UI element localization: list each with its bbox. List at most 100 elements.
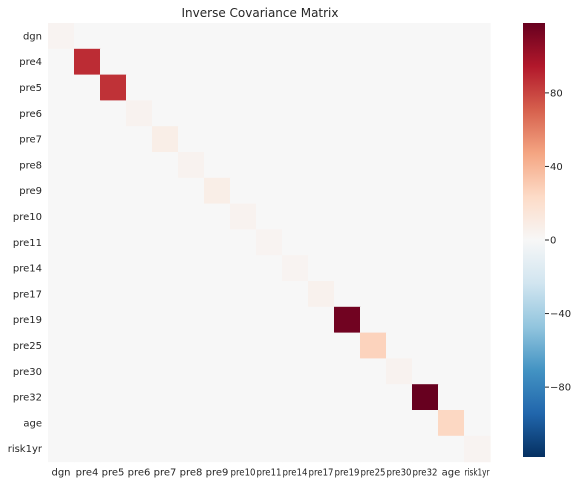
heatmap-cell-pre4-risk1yr <box>464 48 491 76</box>
heatmap-cell-pre30-pre5 <box>100 358 127 385</box>
heatmap-cell-pre17-pre17 <box>308 281 335 308</box>
heatmap-cell-pre5-pre17 <box>308 74 335 101</box>
heatmap-cell-pre32-pre14 <box>282 384 309 411</box>
heatmap-cell-pre25-pre7 <box>152 332 179 359</box>
heatmap-cell-pre11-pre11 <box>256 229 283 256</box>
heatmap-cell-age-pre10 <box>230 410 257 437</box>
heatmap-cell-pre4-pre30 <box>386 48 413 76</box>
heatmap-cell-age-pre11 <box>256 410 283 437</box>
y-tick-label: pre5 <box>19 83 42 94</box>
x-tick-label: pre19 <box>335 468 360 479</box>
heatmap-cell-pre14-pre5 <box>100 255 127 282</box>
heatmap-cell-dgn-pre10 <box>230 23 257 50</box>
heatmap-cell-pre8-pre11 <box>256 152 283 179</box>
heatmap-cell-pre19-pre17 <box>308 306 335 334</box>
heatmap-cell-pre19-pre30 <box>386 306 413 334</box>
heatmap-cell-pre14-pre7 <box>152 255 179 282</box>
heatmap-cell-pre25-pre30 <box>386 332 413 359</box>
heatmap-cell-pre30-pre6 <box>126 358 153 385</box>
heatmap-cell-pre19-risk1yr <box>464 306 491 334</box>
heatmap-cell-pre4-pre19 <box>334 48 361 76</box>
x-tick-label: age <box>442 468 461 479</box>
heatmap-cell-pre7-pre4 <box>74 126 101 153</box>
heatmap-cell-pre32-pre9 <box>204 384 231 411</box>
heatmap-cell-pre9-pre9 <box>204 177 231 205</box>
heatmap-cell-pre30-risk1yr <box>464 358 491 385</box>
heatmap-cell-pre30-pre8 <box>178 358 205 385</box>
heatmap-cell-pre25-dgn <box>48 332 75 359</box>
heatmap-cell-pre25-age <box>438 332 465 359</box>
heatmap-cell-pre4-pre4 <box>74 48 101 76</box>
x-tick-label: pre4 <box>76 468 99 479</box>
heatmap-cell-risk1yr-pre11 <box>256 435 283 463</box>
heatmap-cell-age-pre5 <box>100 410 127 437</box>
heatmap-cell-pre6-pre19 <box>334 100 361 127</box>
y-tick-label: pre9 <box>19 186 42 197</box>
heatmap-cell-pre9-age <box>438 177 465 205</box>
heatmap-cell-pre11-pre8 <box>178 229 205 256</box>
heatmap-cell-pre25-pre8 <box>178 332 205 359</box>
heatmap-cell-risk1yr-pre19 <box>334 435 361 463</box>
heatmap-cell-risk1yr-pre25 <box>360 435 387 463</box>
heatmap-cell-pre5-dgn <box>48 74 75 101</box>
heatmap-cell-risk1yr-pre30 <box>386 435 413 463</box>
heatmap-cell-pre7-pre9 <box>204 126 231 153</box>
heatmap-cell-pre14-pre10 <box>230 255 257 282</box>
colorbar-tick-label: 0 <box>550 236 556 247</box>
heatmap-cell-pre14-pre6 <box>126 255 153 282</box>
heatmap-cell-pre6-age <box>438 100 465 127</box>
heatmap-cell-pre19-pre19 <box>334 306 361 334</box>
heatmap-cell-pre7-pre17 <box>308 126 335 153</box>
heatmap-cell-pre17-pre11 <box>256 281 283 308</box>
y-tick-label: pre30 <box>13 367 42 378</box>
heatmap-cell-pre17-dgn <box>48 281 75 308</box>
heatmap-cell-dgn-risk1yr <box>464 23 491 50</box>
y-tick-label: pre25 <box>13 341 42 352</box>
heatmap-cell-pre30-pre11 <box>256 358 283 385</box>
colorbar-tick-label: 80 <box>550 88 563 99</box>
heatmap-cell-pre9-dgn <box>48 177 75 205</box>
heatmap-cell-pre5-pre5 <box>100 74 127 101</box>
heatmap-cell-pre11-risk1yr <box>464 229 491 256</box>
heatmap-cell-pre14-pre14 <box>282 255 309 282</box>
heatmap-cell-dgn-pre6 <box>126 23 153 50</box>
heatmap-cell-age-pre14 <box>282 410 309 437</box>
heatmap-cell-pre4-pre32 <box>412 48 439 76</box>
heatmap-cell-pre11-pre6 <box>126 229 153 256</box>
heatmap-cell-pre19-pre8 <box>178 306 205 334</box>
heatmap-cell-risk1yr-pre10 <box>230 435 257 463</box>
heatmap-cell-pre10-age <box>438 203 465 230</box>
heatmap-cell-pre5-risk1yr <box>464 74 491 101</box>
heatmap-cell-pre11-pre7 <box>152 229 179 256</box>
heatmap-cell-pre14-pre4 <box>74 255 101 282</box>
heatmap-cell-age-pre32 <box>412 410 439 437</box>
heatmap-cell-pre30-pre14 <box>282 358 309 385</box>
heatmap-cell-pre10-pre9 <box>204 203 231 230</box>
heatmap-cell-pre32-pre19 <box>334 384 361 411</box>
y-tick-label: pre19 <box>13 315 42 326</box>
heatmap-cell-pre17-pre32 <box>412 281 439 308</box>
heatmap-cell-risk1yr-pre6 <box>126 435 153 463</box>
heatmap-cell-pre6-pre8 <box>178 100 205 127</box>
heatmap-cell-pre14-pre8 <box>178 255 205 282</box>
heatmap-cell-pre17-risk1yr <box>464 281 491 308</box>
heatmap-cell-pre4-pre14 <box>282 48 309 76</box>
heatmap-cell-risk1yr-pre17 <box>308 435 335 463</box>
heatmap-cell-dgn-pre11 <box>256 23 283 50</box>
heatmap-cell-age-pre4 <box>74 410 101 437</box>
heatmap-cell-pre4-pre5 <box>100 48 127 76</box>
heatmap-cell-pre14-pre32 <box>412 255 439 282</box>
heatmap-cell-pre25-pre14 <box>282 332 309 359</box>
heatmap-cell-pre17-pre25 <box>360 281 387 308</box>
heatmap-cell-pre9-pre8 <box>178 177 205 205</box>
heatmap-cell-pre5-pre25 <box>360 74 387 101</box>
y-tick-label: pre32 <box>13 393 42 404</box>
heatmap-cell-dgn-pre9 <box>204 23 231 50</box>
heatmap-cell-pre32-pre30 <box>386 384 413 411</box>
y-tick-label: pre6 <box>19 109 42 120</box>
heatmap-cell-dgn-pre4 <box>74 23 101 50</box>
heatmap-cell-pre10-pre8 <box>178 203 205 230</box>
x-tick-label: pre14 <box>283 468 308 479</box>
heatmap-cell-pre7-pre32 <box>412 126 439 153</box>
